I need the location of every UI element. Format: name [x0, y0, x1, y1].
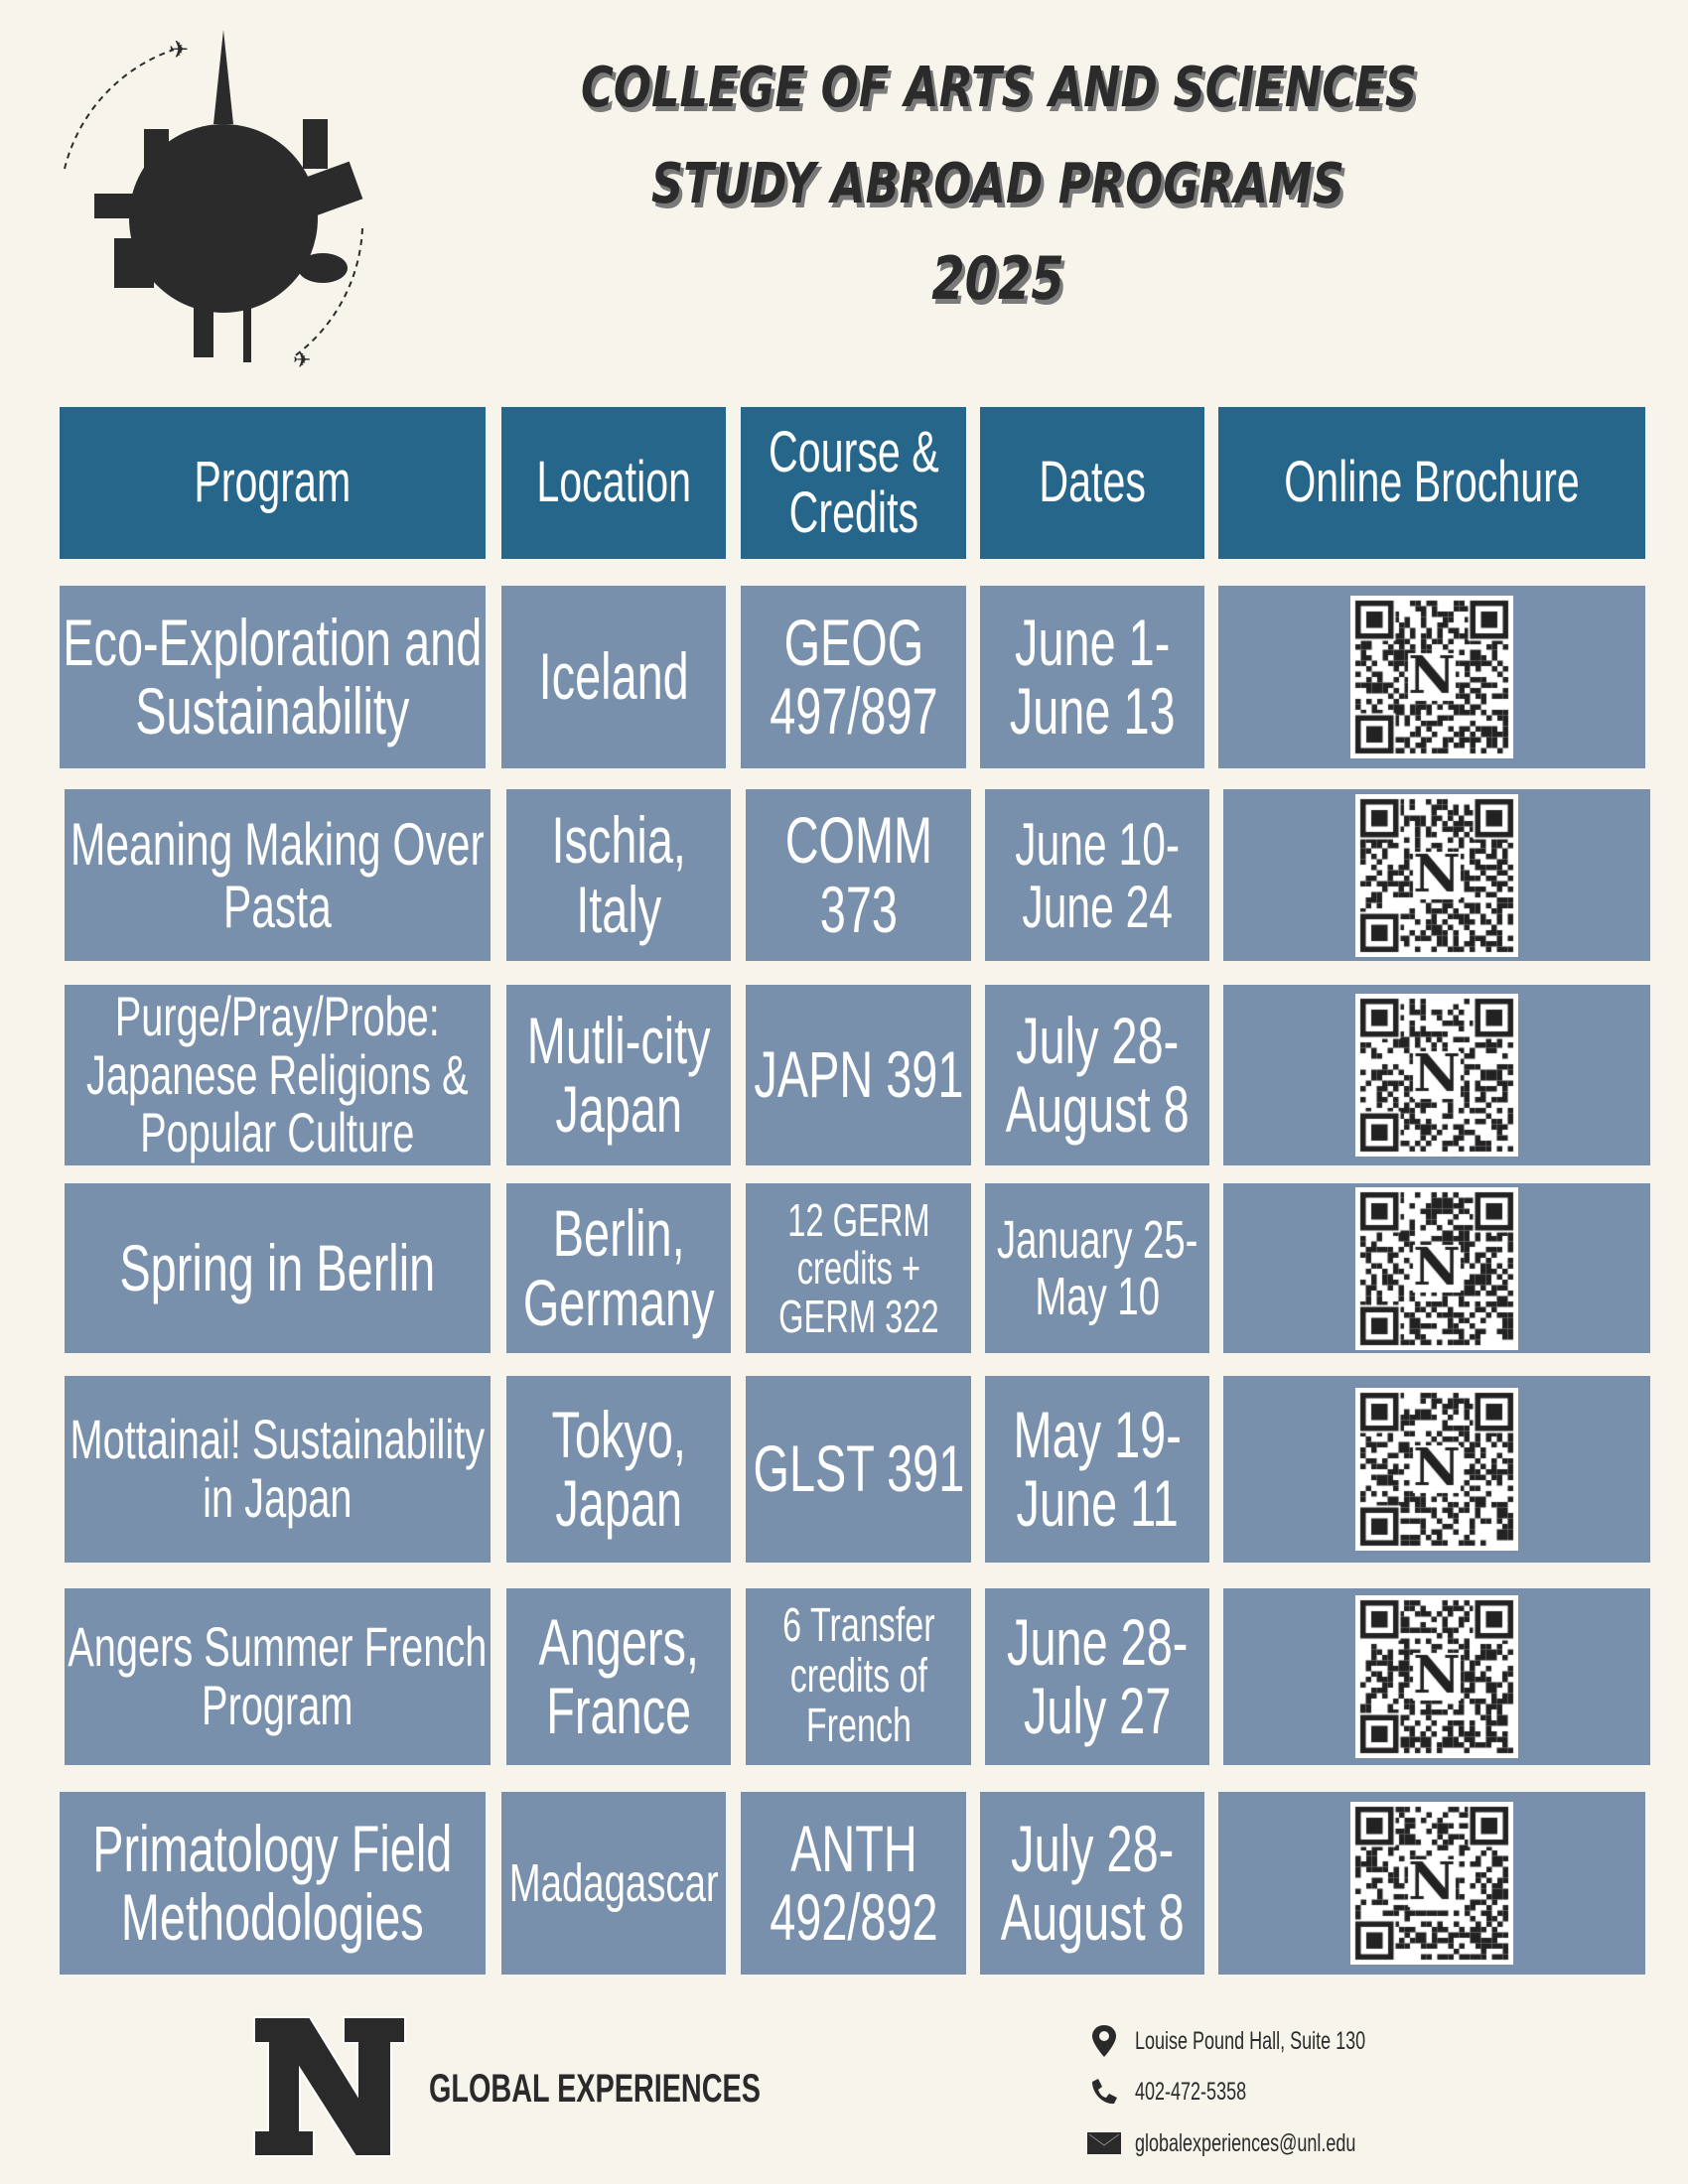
svg-text:✈: ✈: [169, 37, 189, 64]
brochure-qr-code[interactable]: [1355, 1595, 1518, 1758]
table-cell-location: Mutli-city Japan: [506, 985, 731, 1165]
cell-location: Ischia, Italy: [551, 803, 686, 946]
svg-text:✈: ✈: [293, 347, 311, 372]
contact-phone: 402-472-5358: [1087, 2075, 1290, 2109]
brochure-qr-code[interactable]: [1350, 596, 1513, 758]
brochure-qr-code[interactable]: [1355, 1388, 1518, 1551]
brochure-cell: [1223, 1588, 1650, 1765]
table-cell-program: Spring in Berlin: [65, 1183, 491, 1353]
table-cell-program: Eco-Exploration and Sustainability: [60, 586, 486, 768]
brochure-qr-code[interactable]: [1350, 1802, 1513, 1965]
table-cell-program: Angers Summer French Program: [65, 1588, 491, 1765]
phone-text[interactable]: 402-472-5358: [1135, 2077, 1247, 2106]
cell-dates: July 28- August 8: [1005, 1003, 1190, 1146]
table-cell-dates: May 19- June 11: [985, 1376, 1209, 1563]
table-cell-program: Primatology Field Methodologies: [60, 1792, 486, 1975]
column-header-program: Program: [60, 407, 486, 559]
cell-location: Angers, France: [538, 1604, 699, 1747]
cell-course: GLST 391: [753, 1432, 964, 1506]
table-cell-program: Purge/Pray/Probe: Japanese Religions & P…: [65, 985, 491, 1165]
cell-location: Tokyo, Japan: [551, 1397, 686, 1540]
cell-program: Purge/Pray/Probe: Japanese Religions & P…: [86, 984, 469, 1164]
cell-location: Mutli-city Japan: [526, 1003, 711, 1146]
table-cell-dates: June 28- July 27: [985, 1588, 1209, 1765]
cell-dates: July 28- August 8: [1000, 1811, 1185, 1954]
global-experiences-brand: GLOBAL EXPERIENCES: [429, 2067, 761, 2111]
email-link[interactable]: globalexperiences@unl.edu: [1135, 2128, 1356, 2157]
table-cell-course: 12 GERM credits + GERM 322: [746, 1183, 971, 1353]
table-cell-location: Angers, France: [506, 1588, 731, 1765]
column-header-label: Program: [194, 450, 352, 515]
cell-location: Madagascar: [508, 1852, 719, 1913]
phone-icon: [1087, 2075, 1121, 2109]
cell-course: JAPN 391: [754, 1037, 964, 1112]
brochure-cell: [1223, 985, 1650, 1165]
contact-address: Louise Pound Hall, Suite 130: [1087, 2024, 1455, 2058]
brochure-cell: [1223, 1183, 1650, 1353]
column-header-course: Course & Credits: [741, 407, 966, 559]
column-header-dates: Dates: [980, 407, 1204, 559]
table-cell-program: Meaning Making Over Pasta: [65, 789, 491, 961]
nebraska-n-logo: [253, 2016, 406, 2157]
cell-program: Primatology Field Methodologies: [92, 1811, 453, 1954]
cell-course: ANTH 492/892: [769, 1811, 938, 1954]
column-header-label: Online Brochure: [1284, 450, 1580, 515]
cell-program: Angers Summer French Program: [68, 1615, 488, 1736]
cell-location: Iceland: [538, 639, 689, 714]
title-line-programs: STUDY ABROAD PROGRAMS: [650, 152, 1344, 216]
cell-location: Berlin, Germany: [522, 1196, 715, 1339]
cell-course: GEOG 497/897: [769, 605, 938, 748]
table-cell-location: Tokyo, Japan: [506, 1376, 731, 1563]
column-header-label: Location: [536, 450, 691, 515]
cell-program: Meaning Making Over Pasta: [70, 810, 485, 940]
cell-program: Mottainai! Sustainability in Japan: [70, 1408, 486, 1529]
column-header-brochure: Online Brochure: [1218, 407, 1645, 559]
table-cell-location: Berlin, Germany: [506, 1183, 731, 1353]
column-header-label: Dates: [1039, 450, 1146, 515]
brochure-cell: [1223, 789, 1650, 961]
brochure-cell: [1218, 1792, 1645, 1975]
table-cell-course: GEOG 497/897: [741, 586, 966, 768]
table-cell-course: JAPN 391: [746, 985, 971, 1165]
brochure-cell: [1218, 586, 1645, 768]
cell-dates: June 1- June 13: [1009, 605, 1176, 748]
table-cell-location: Madagascar: [501, 1792, 726, 1975]
table-cell-course: 6 Transfer credits of French: [746, 1588, 971, 1765]
table-cell-location: Iceland: [501, 586, 726, 768]
address-text: Louise Pound Hall, Suite 130: [1135, 2026, 1366, 2055]
cell-course: COMM 373: [784, 803, 932, 946]
cell-program: Eco-Exploration and Sustainability: [63, 605, 483, 748]
contact-email: globalexperiences@unl.edu: [1087, 2126, 1442, 2160]
table-cell-dates: July 28- August 8: [980, 1792, 1204, 1975]
brochure-qr-code[interactable]: [1355, 793, 1518, 957]
table-cell-course: COMM 373: [746, 789, 971, 961]
cell-course: 6 Transfer credits of French: [781, 1599, 935, 1753]
title-line-year: 2025: [931, 244, 1064, 314]
title-line-college: COLLEGE OF ARTS AND SCIENCES: [581, 56, 1418, 120]
map-pin-icon: [1087, 2024, 1121, 2058]
table-cell-dates: June 10- June 24: [985, 789, 1209, 961]
cell-dates: May 19- June 11: [1013, 1397, 1182, 1540]
brochure-cell: [1223, 1376, 1650, 1563]
table-cell-course: GLST 391: [746, 1376, 971, 1563]
brochure-qr-code[interactable]: [1355, 994, 1518, 1157]
table-cell-program: Mottainai! Sustainability in Japan: [65, 1376, 491, 1563]
envelope-icon: [1087, 2126, 1121, 2160]
cell-program: Spring in Berlin: [119, 1230, 436, 1304]
table-cell-course: ANTH 492/892: [741, 1792, 966, 1975]
cell-dates: January 25- May 10: [996, 1209, 1198, 1326]
cell-course: 12 GERM credits + GERM 322: [777, 1194, 939, 1342]
table-cell-dates: January 25- May 10: [985, 1183, 1209, 1353]
column-header-location: Location: [501, 407, 726, 559]
table-cell-location: Ischia, Italy: [506, 789, 731, 961]
table-cell-dates: July 28- August 8: [985, 985, 1209, 1165]
brochure-qr-code[interactable]: [1355, 1186, 1518, 1350]
table-cell-dates: June 1- June 13: [980, 586, 1204, 768]
cell-dates: June 28- July 27: [1006, 1604, 1189, 1747]
cell-dates: June 10- June 24: [1015, 810, 1180, 940]
world-landmarks-globe-illustration: ✈ ✈: [64, 30, 363, 372]
column-header-label: Course & Credits: [768, 419, 939, 545]
